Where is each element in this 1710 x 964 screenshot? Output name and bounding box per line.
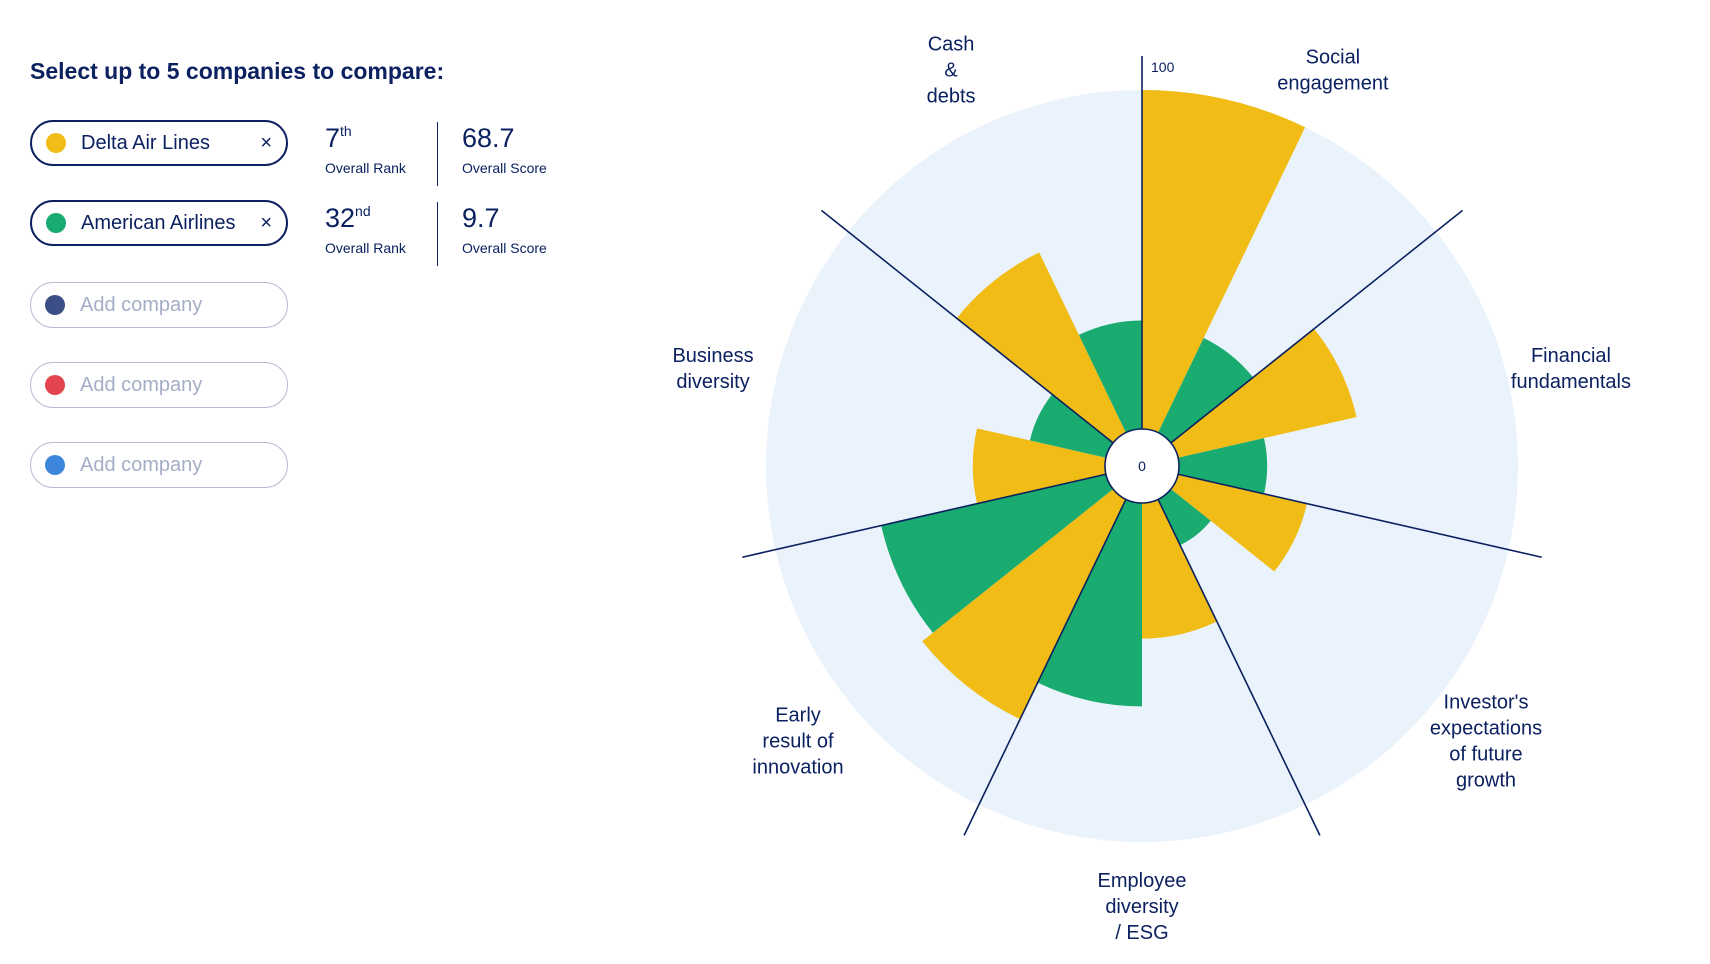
stat-divider: [437, 122, 438, 186]
add-company-input-1[interactable]: Add company: [30, 282, 288, 328]
rank-suffix: th: [340, 123, 352, 139]
add-company-input-2[interactable]: Add company: [30, 362, 288, 408]
rank-suffix: nd: [355, 203, 371, 219]
axis-line-2: [1177, 473, 1542, 559]
company-pill-delta[interactable]: Delta Air Lines ×: [30, 120, 288, 166]
wedge-delta-air-lines-social: [1142, 90, 1306, 433]
category-label-social: Social engagement: [1277, 47, 1389, 95]
wedge-american-airlines-employee: [1037, 499, 1142, 707]
category-label-line: diversity: [676, 371, 749, 393]
category-label-business: Business diversity: [672, 345, 753, 393]
add-company-placeholder: Add company: [80, 373, 203, 396]
category-label-line: Early: [775, 704, 821, 726]
category-label-innovation: Early result of innovation: [752, 704, 843, 778]
wedge-delta-air-lines-innovation: [922, 489, 1126, 720]
wedge-delta-air-lines-financial: [1170, 328, 1357, 458]
wedge-delta-air-lines-cash: [956, 252, 1126, 443]
close-icon[interactable]: ×: [260, 132, 272, 154]
score-label: Overall Score: [462, 240, 547, 256]
rank-number: 7: [325, 123, 341, 153]
category-label-line: Financial: [1531, 345, 1611, 367]
category-label-cash: Cash & debts: [927, 34, 976, 108]
axis-line-1: [1170, 209, 1464, 444]
axis-line-4: [963, 498, 1127, 836]
category-label-financial: Financial fundamentals: [1511, 345, 1631, 393]
wedge-american-airlines-business: [1029, 394, 1114, 458]
category-label-line: Employee: [1098, 870, 1187, 892]
overall-score: 68.7 Overall Score: [462, 122, 547, 176]
company-pill-american[interactable]: American Airlines ×: [30, 200, 288, 246]
category-label-line: Social: [1306, 47, 1360, 69]
category-label-line: Investor's: [1444, 691, 1529, 713]
rank-label: Overall Rank: [325, 160, 406, 176]
company-name: American Airlines: [81, 211, 236, 234]
slot-color-dot: [45, 455, 65, 475]
scale-max-label: 100: [1151, 59, 1175, 75]
company-stats-delta: 7th Overall Rank 68.7 Overall Score: [325, 122, 585, 188]
polar-comparison-chart: 0 100 Social engagement Financial fundamental…: [672, 34, 1631, 944]
category-label-line: Business: [672, 345, 753, 367]
add-company-placeholder: Add company: [80, 293, 203, 316]
category-label-line: fundamentals: [1511, 371, 1631, 393]
wedge-american-airlines-innovation: [881, 474, 1114, 633]
category-label-line: debts: [927, 86, 976, 108]
category-label-line: Cash: [928, 34, 975, 56]
wedge-delta-air-lines-investor: [1170, 474, 1307, 572]
wedge-american-airlines-social: [1158, 337, 1254, 443]
wedge-american-airlines-financial: [1178, 438, 1268, 494]
company-name: Delta Air Lines: [81, 131, 210, 154]
category-label-line: &: [944, 60, 958, 82]
overall-rank: 32nd Overall Rank: [325, 202, 406, 256]
category-label-employee: Employee diversity / ESG: [1098, 870, 1187, 944]
wedge-delta-air-lines-business: [972, 428, 1106, 504]
wedge-american-airlines-cash: [1078, 320, 1142, 433]
score-label: Overall Score: [462, 160, 547, 176]
rank-number: 32: [325, 203, 356, 233]
category-label-line: growth: [1456, 769, 1516, 791]
scale-min-label: 0: [1138, 458, 1146, 474]
company-color-dot: [46, 133, 66, 153]
page-heading: Select up to 5 companies to compare:: [30, 58, 445, 84]
overall-score: 9.7 Overall Score: [462, 202, 547, 256]
category-label-line: of future: [1449, 743, 1522, 765]
add-company-input-3[interactable]: Add company: [30, 442, 288, 488]
category-label-line: diversity: [1105, 896, 1178, 918]
axis-line-5: [742, 473, 1107, 559]
company-color-dot: [46, 213, 66, 233]
company-stats-american: 32nd Overall Rank 9.7 Overall Score: [325, 202, 585, 268]
close-icon[interactable]: ×: [260, 212, 272, 234]
slot-color-dot: [45, 295, 65, 315]
axis-line-6: [820, 209, 1114, 444]
category-label-line: expectations: [1430, 717, 1542, 739]
category-label-line: innovation: [752, 756, 843, 778]
category-label-line: result of: [762, 730, 834, 752]
slot-color-dot: [45, 375, 65, 395]
category-label-investor: Investor's expectations of future growth: [1430, 691, 1542, 791]
axis-line-3: [1157, 498, 1321, 836]
center-circle: [1104, 428, 1180, 504]
category-label-line: / ESG: [1115, 922, 1168, 944]
overall-rank: 7th Overall Rank: [325, 122, 406, 176]
wedge-delta-air-lines-employee: [1142, 499, 1217, 639]
wedge-american-airlines-investor: [1158, 489, 1211, 546]
category-label-line: engagement: [1277, 73, 1389, 95]
score-value: 68.7: [462, 123, 515, 153]
stat-divider: [437, 202, 438, 266]
score-value: 9.7: [462, 203, 500, 233]
add-company-placeholder: Add company: [80, 453, 203, 476]
rank-label: Overall Rank: [325, 240, 406, 256]
